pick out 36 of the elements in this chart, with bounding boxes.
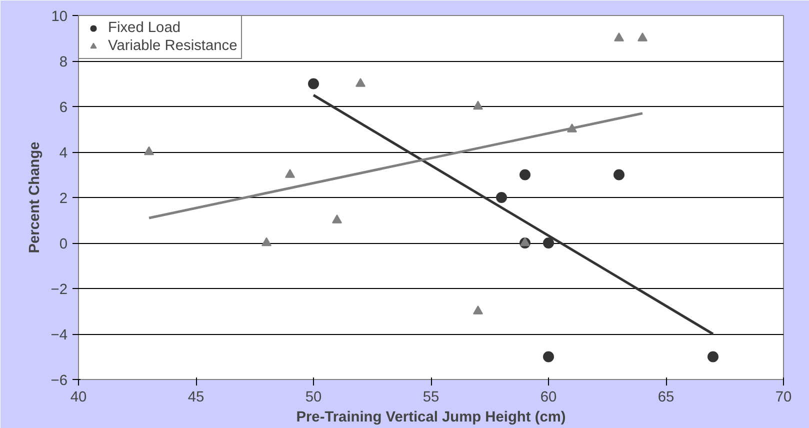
point — [473, 100, 483, 110]
point — [543, 351, 554, 362]
y-tick-label: 8 — [59, 54, 68, 70]
x-axis-title: Pre-Training Vertical Jump Height (cm) — [296, 410, 566, 426]
x-tick-label: 60 — [540, 390, 557, 406]
point — [332, 214, 342, 224]
y-tick-label: 6 — [59, 100, 68, 116]
point — [543, 238, 554, 248]
y-tick-label: 0 — [59, 236, 68, 252]
point — [638, 32, 648, 42]
point — [285, 169, 295, 178]
x-tick-label: 45 — [188, 390, 204, 406]
x-tick-label: 50 — [305, 390, 322, 406]
legend-label: Variable Resistance — [108, 38, 238, 54]
y-tick-label: 10 — [51, 9, 68, 25]
legend-label: Fixed Load — [108, 20, 181, 36]
x-tick-label: 65 — [658, 390, 674, 406]
point — [144, 146, 154, 156]
x-tick-label: 70 — [775, 390, 792, 406]
x-tick-label: 55 — [422, 390, 440, 406]
y-tick-label: −2 — [50, 282, 68, 298]
y-axis-title: Percent Change — [26, 142, 43, 254]
point — [356, 78, 366, 87]
point — [496, 192, 507, 203]
point — [473, 306, 483, 314]
y-tick-label: −4 — [50, 328, 68, 344]
y-tick-label: 4 — [59, 146, 68, 162]
point — [708, 351, 718, 362]
point — [308, 78, 319, 90]
point — [262, 237, 272, 246]
y-tick-label: 2 — [59, 191, 68, 207]
point — [614, 32, 624, 42]
x-tick-label: 40 — [70, 390, 87, 406]
point — [614, 169, 624, 180]
point — [520, 169, 530, 180]
y-tick-label: −6 — [50, 373, 68, 389]
